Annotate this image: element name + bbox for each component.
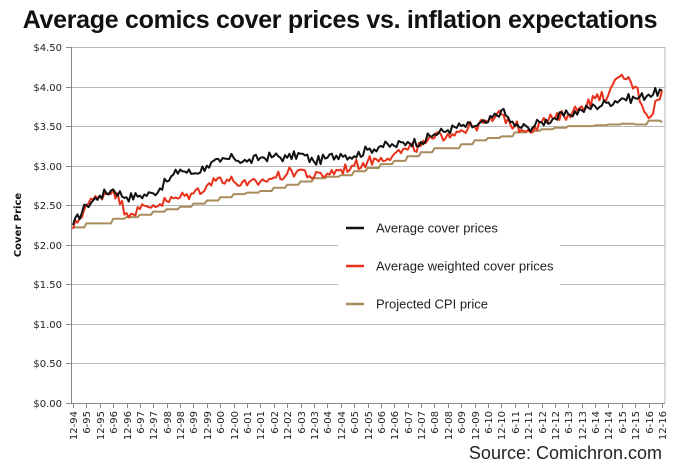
x-tick-label: 12-14: [604, 411, 615, 440]
x-tick-label: 6-01: [243, 411, 254, 434]
x-tick-label: 12-12: [551, 411, 562, 440]
legend-label: Average weighted cover prices: [376, 259, 554, 274]
x-tick-label: 6-04: [323, 411, 334, 434]
x-tick-label: 12-01: [256, 411, 267, 440]
y-tick-label: $0.50: [33, 359, 62, 370]
x-tick-label: 12-03: [310, 411, 321, 440]
x-tick-label: 6-06: [377, 411, 388, 434]
chart-title: Average comics cover prices vs. inflatio…: [22, 6, 658, 34]
x-tick-label: 12-08: [444, 411, 455, 440]
x-tick-label: 12-09: [471, 411, 482, 440]
x-tick-label: 12-10: [497, 411, 508, 440]
series-line-projected-cpi-price: [73, 119, 663, 229]
axes: $0.00 $0.50 $1.00 $1.50 $2.00 $2.50 $3.00 $3.50…: [33, 43, 669, 440]
x-tick-label: 6-15: [618, 411, 629, 434]
x-tick-label: 12-04: [337, 411, 348, 440]
x-tick-label: 6-03: [297, 411, 308, 434]
x-tick-label: 12-05: [364, 411, 375, 440]
y-tick-label: $3.00: [33, 162, 62, 173]
x-tick-label: 12-00: [230, 411, 241, 440]
x-tick-label: 6-11: [511, 411, 522, 434]
x-tick-label: 12-95: [96, 411, 107, 440]
y-tick-label: $4.50: [33, 43, 62, 54]
y-tick-label: $0.00: [33, 399, 62, 410]
x-tick-label: 12-11: [524, 411, 535, 440]
x-tick-label: 12-96: [123, 411, 134, 440]
x-tick-label: 12-13: [578, 411, 589, 440]
x-tick-label: 6-05: [350, 411, 361, 434]
y-tick-label: $4.00: [33, 83, 62, 94]
x-tick-label: 6-98: [163, 411, 174, 434]
x-tick-label: 6-96: [109, 411, 120, 434]
x-tick-label: 6-08: [430, 411, 441, 434]
x-tick-label: 12-94: [69, 411, 80, 440]
y-tick-label: $2.50: [33, 201, 62, 212]
x-tick-label: 6-99: [189, 411, 200, 434]
x-tick-label: 6-07: [404, 411, 415, 434]
y-tick-label: $1.50: [33, 280, 62, 291]
y-tick-label: $3.50: [33, 122, 62, 133]
legend-label: Projected CPI price: [376, 297, 488, 312]
x-tick-label: 6-09: [457, 411, 468, 434]
x-tick-label: 6-02: [270, 411, 281, 434]
y-tick-label: $1.00: [33, 320, 62, 331]
x-tick-label: 12-06: [390, 411, 401, 440]
x-tick-label: 12-15: [631, 411, 642, 440]
x-tick-label: 6-12: [538, 411, 549, 434]
source-note: Source: Comichron.com: [468, 443, 662, 463]
series-lines: [72, 73, 663, 230]
x-tick-label: 6-10: [484, 411, 495, 434]
legend: Average cover prices Average weighted cov…: [338, 214, 560, 318]
x-tick-label: 12-97: [149, 411, 160, 440]
x-tick-label: 12-07: [417, 411, 428, 440]
x-tick-label: 6-95: [82, 411, 93, 434]
legend-background: [338, 214, 560, 318]
y-axis-label: Cover Price: [13, 193, 24, 258]
x-tick-label: 12-16: [658, 411, 669, 440]
x-tick-label: 12-02: [283, 411, 294, 440]
y-tick-label: $2.00: [33, 241, 62, 252]
x-tick-label: 6-16: [645, 411, 656, 434]
x-tick-label: 6-13: [564, 411, 575, 434]
x-tick-label: 6-97: [136, 411, 147, 434]
x-tick-label: 6-14: [591, 411, 602, 434]
legend-label: Average cover prices: [376, 221, 498, 236]
x-tick-label: 12-98: [176, 411, 187, 440]
x-tick-label: 12-99: [203, 411, 214, 440]
x-tick-label: 6-00: [216, 411, 227, 434]
